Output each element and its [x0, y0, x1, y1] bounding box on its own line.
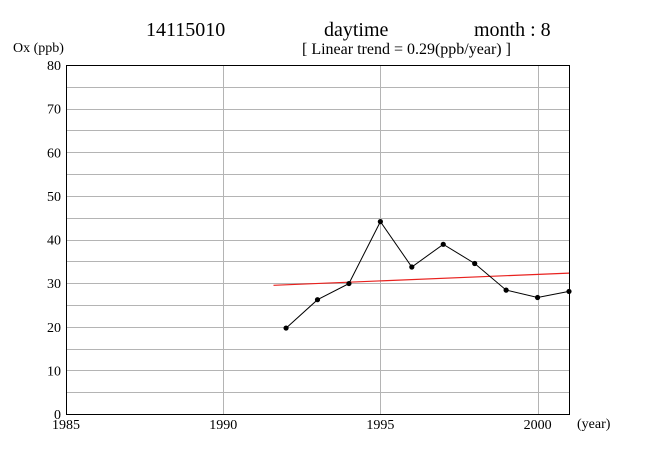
y-tick-label: 0	[54, 408, 61, 423]
y-tick-label: 70	[47, 103, 61, 118]
data-point	[377, 219, 383, 225]
y-tick-label: 80	[47, 59, 61, 74]
linear-trend-label: [ Linear trend = 0.29(ppb/year) ]	[302, 41, 511, 58]
data-point	[566, 288, 572, 295]
y-axis-label: Ox (ppb)	[13, 41, 64, 56]
x-axis-label: (year)	[577, 417, 611, 432]
period-label: daytime	[324, 19, 389, 41]
y-tick-label: 60	[47, 146, 61, 161]
series-line	[285, 220, 570, 329]
y-tick-label: 20	[47, 321, 61, 336]
x-tick-label: 1990	[209, 418, 237, 433]
data-point	[314, 297, 321, 303]
x-tick-label: 1985	[52, 418, 80, 433]
x-tick-label: 2000	[524, 418, 552, 433]
data-point	[346, 280, 352, 287]
y-tick-label: 50	[47, 190, 61, 205]
data-point	[440, 241, 446, 247]
station-code: 14115010	[146, 19, 226, 41]
data-point	[503, 287, 509, 293]
data-point	[283, 325, 289, 331]
y-tick-label: 40	[47, 234, 61, 249]
data-point	[409, 264, 415, 270]
y-tick-label: 30	[47, 277, 61, 292]
month-label: month : 8	[474, 19, 551, 41]
y-tick-label: 10	[47, 364, 61, 379]
x-tick-label: 1995	[366, 418, 394, 433]
data-point	[534, 294, 541, 301]
plot-frame	[66, 65, 570, 415]
data-point	[472, 260, 478, 267]
linear-trend-line	[273, 272, 570, 286]
